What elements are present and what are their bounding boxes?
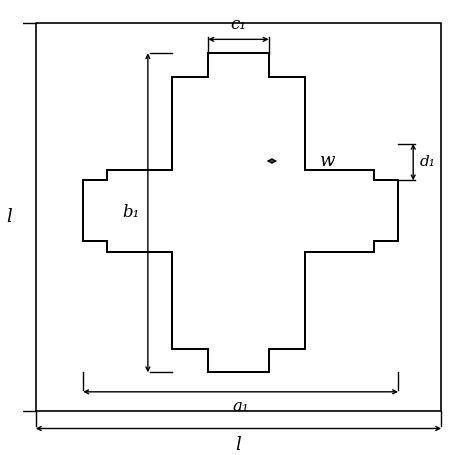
Text: a₁: a₁ (232, 398, 249, 415)
Text: d₁: d₁ (420, 155, 436, 169)
Text: b₁: b₁ (122, 204, 139, 221)
Text: c₁: c₁ (231, 16, 246, 33)
Polygon shape (83, 53, 398, 372)
Text: w: w (320, 152, 336, 170)
Text: l: l (6, 208, 12, 226)
Text: l: l (235, 436, 242, 454)
